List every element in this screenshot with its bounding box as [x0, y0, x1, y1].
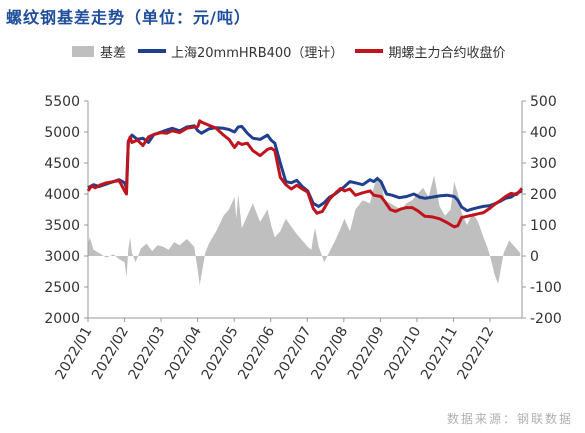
legend-swatch-spot	[138, 49, 167, 53]
y-left-tick-label: 4500	[44, 156, 80, 172]
y-right-tick-label: 300	[530, 156, 557, 172]
legend-label-futures: 期螺主力合约收盘价	[388, 45, 506, 61]
x-tick-label: 2022/12	[455, 324, 498, 382]
y-right-tick-label: 500	[530, 94, 557, 110]
y-right-tick-label: 200	[530, 187, 557, 203]
legend-label-basis: 基差	[100, 45, 127, 61]
series-line-futures	[86, 119, 524, 229]
legend: 基差 上海20mmHRB400（理计） 期螺主力合约收盘价	[72, 42, 517, 61]
legend-label-spot: 上海20mmHRB400（理计）	[171, 45, 344, 61]
y-right-tick-label: 0	[530, 249, 539, 265]
legend-swatch-basis	[72, 45, 94, 57]
y-right-tick-label: -200	[530, 311, 562, 327]
series-area-basis	[88, 175, 521, 286]
legend-swatch-futures	[355, 49, 384, 53]
legend-item-spot: 上海20mmHRB400（理计）	[138, 42, 343, 61]
y-left-tick-label: 5000	[44, 125, 80, 141]
y-left-tick-label: 2000	[44, 311, 80, 327]
y-left-tick-label: 3500	[44, 218, 80, 234]
y-left-tick-label: 4000	[44, 187, 80, 203]
y-right-tick-label: 100	[530, 218, 557, 234]
y-right-tick-label: -100	[530, 280, 562, 296]
y-left-tick-label: 2500	[44, 280, 80, 296]
y-left-tick-label: 3000	[44, 249, 80, 265]
y-left-tick-label: 5500	[44, 94, 80, 110]
chart-title: 螺纹钢基差走势（单位：元/吨）	[6, 8, 251, 27]
legend-item-futures: 期螺主力合约收盘价	[355, 42, 505, 61]
legend-item-basis: 基差	[72, 42, 126, 61]
series-line-spot	[87, 124, 523, 213]
data-source: 数据来源：钢联数据	[446, 412, 573, 426]
y-right-tick-label: 400	[530, 125, 557, 141]
